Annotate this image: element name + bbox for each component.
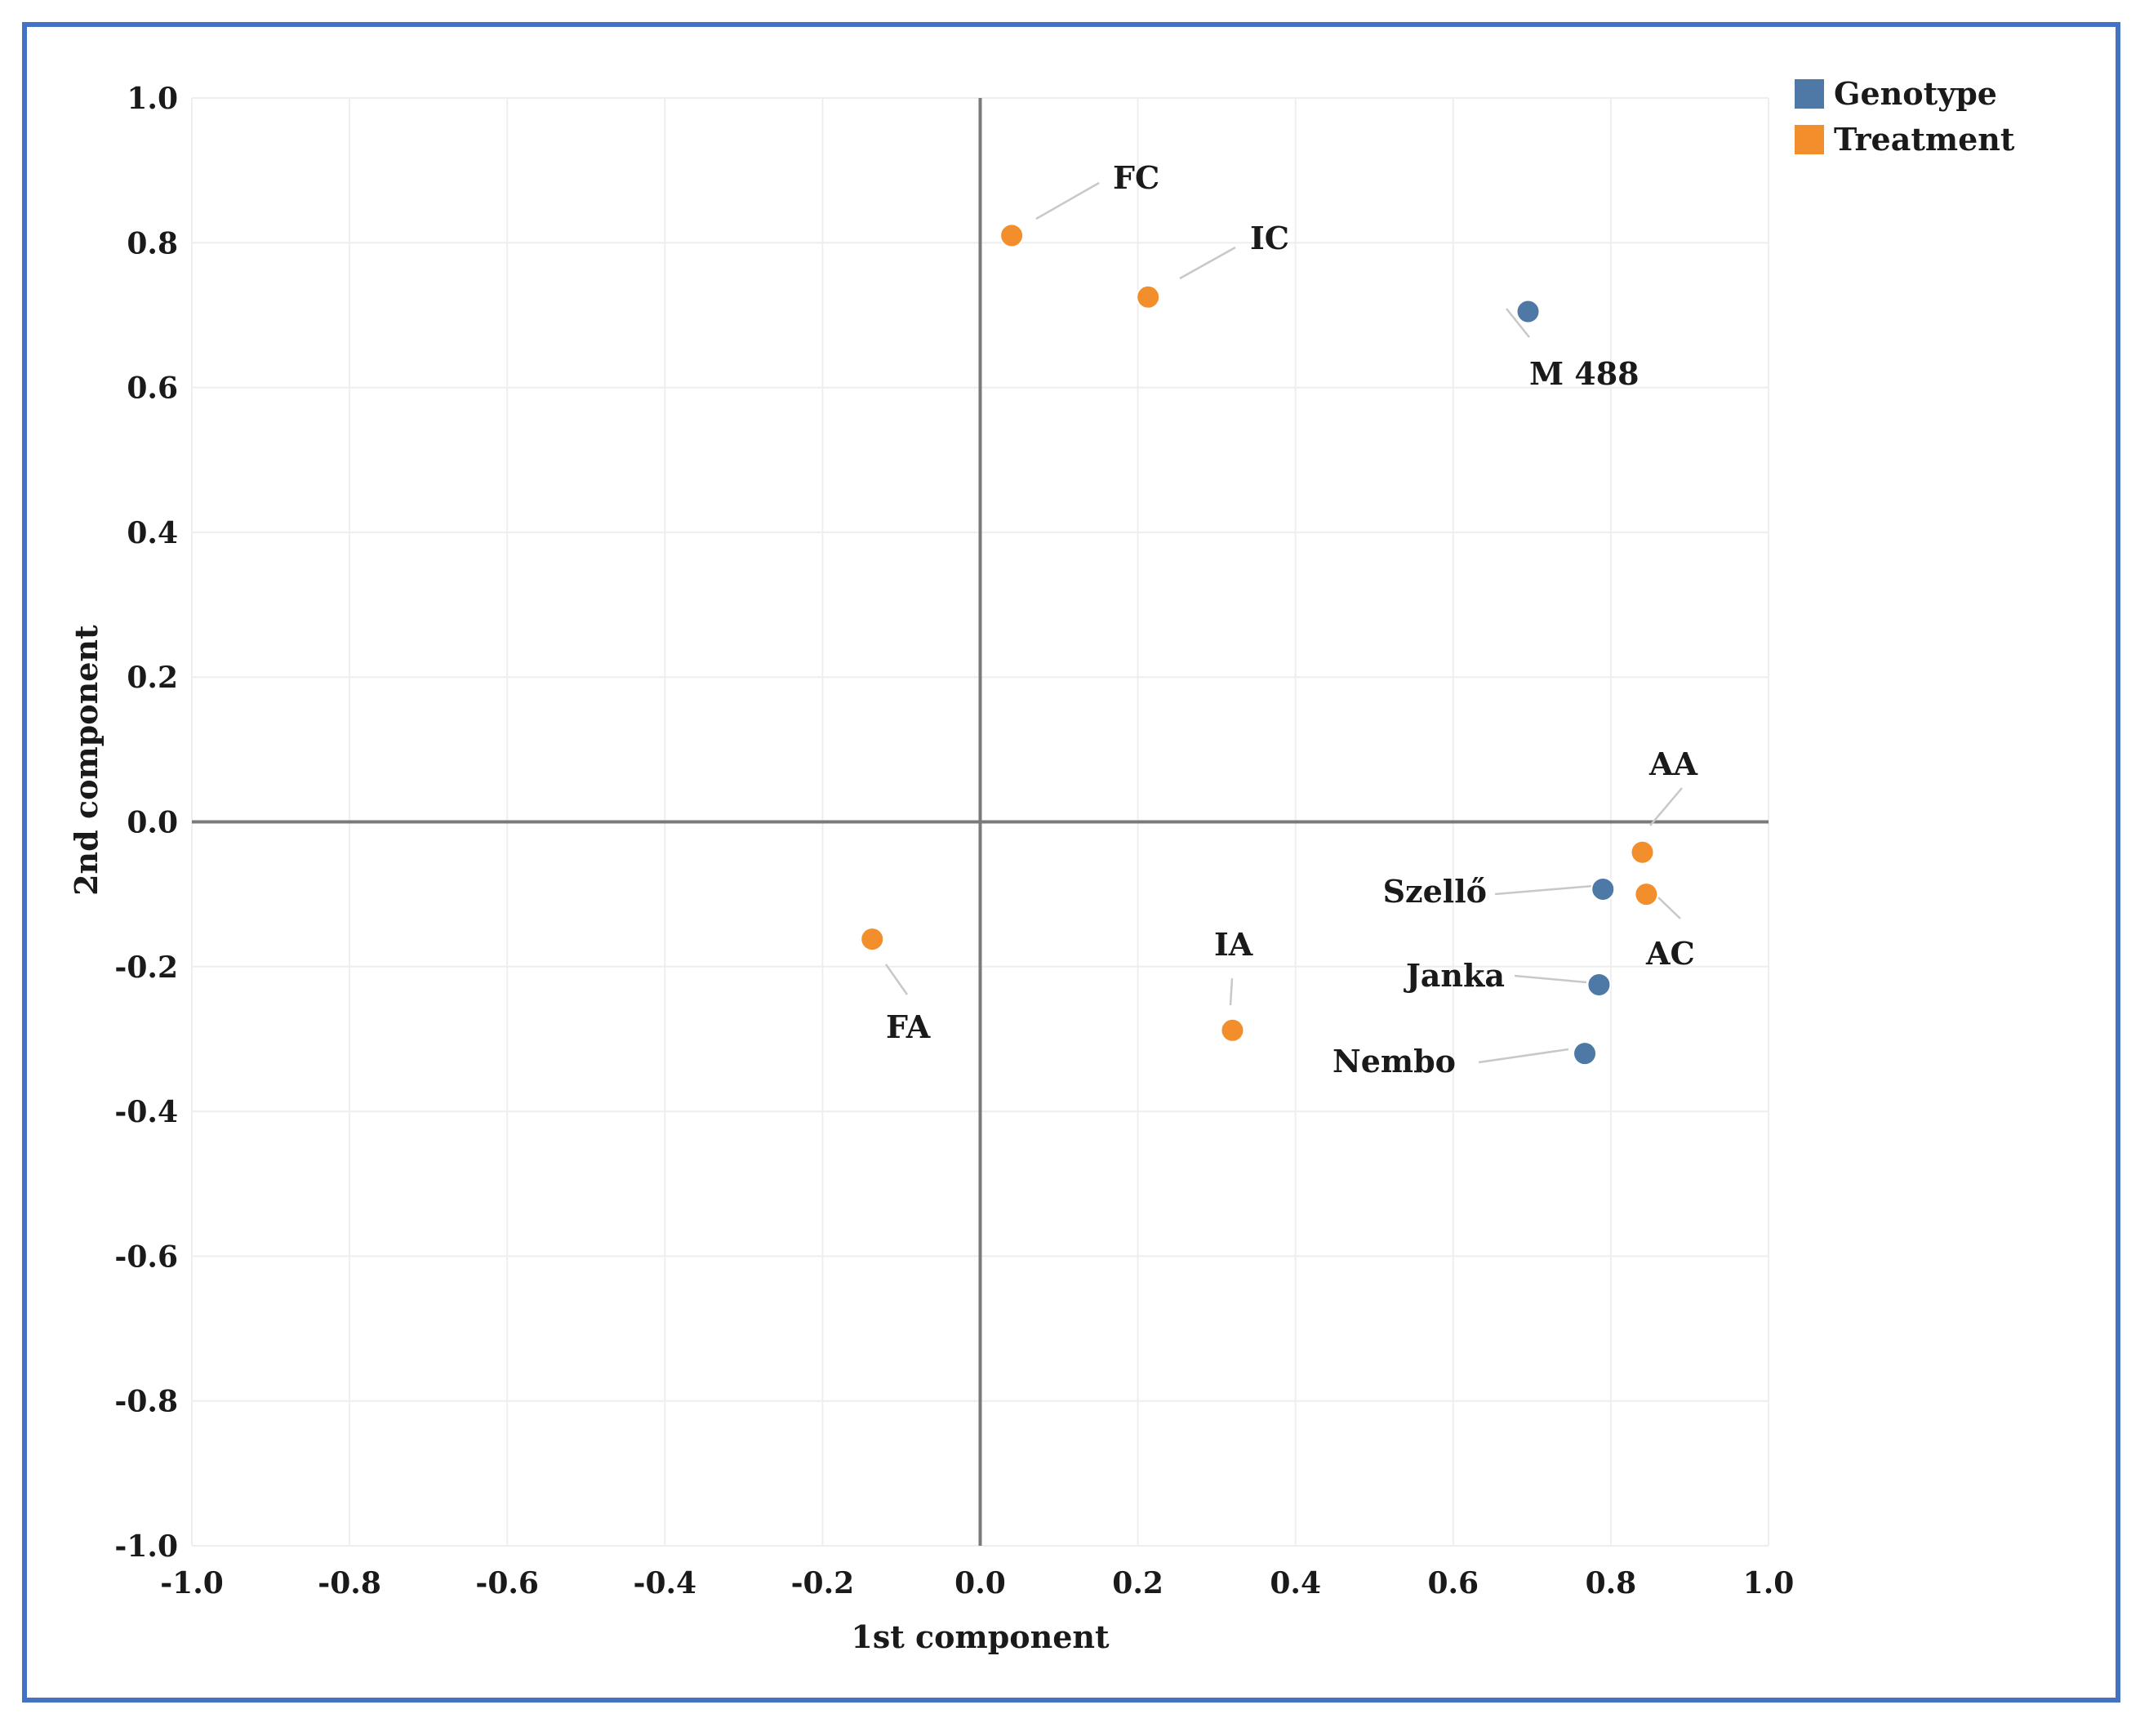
leader-line-m-488 — [1506, 308, 1530, 338]
point-fc — [999, 223, 1025, 248]
leader-line-nembo — [1478, 1048, 1569, 1064]
point-szell- — [1591, 876, 1616, 901]
x-tick-label: 0.8 — [1586, 1566, 1637, 1600]
leader-line-ic — [1179, 246, 1236, 280]
point-m-488 — [1515, 299, 1541, 324]
point-ia — [1220, 1017, 1245, 1043]
x-axis-ticks: -1.0 -0.8 -0.6 -0.4 -0.2 0.0 0.2 0.4 0.6 0.8 1.0 — [160, 1566, 1794, 1600]
x-axis-title: 1st component — [851, 1618, 1110, 1655]
point-label-ia: IA — [1214, 926, 1253, 963]
point-fa — [860, 927, 885, 952]
x-tick-label: 0.2 — [1112, 1566, 1163, 1600]
point-ac — [1634, 882, 1659, 907]
figure-frame: -1.0 -0.8 -0.6 -0.4 -0.2 0.0 0.2 0.4 0.6 0.8 1.0 1… — [22, 22, 2120, 1703]
point-labels: M 488 Szellő Janka Nembo FC IC AA AC FA IA — [886, 159, 1697, 1079]
leader-line-fc — [1035, 181, 1100, 220]
legend: Genotype Treatment — [1795, 75, 2015, 158]
x-tick-label: -1.0 — [160, 1566, 224, 1600]
leader-line-szell- — [1494, 884, 1594, 896]
y-tick-label: 0.2 — [127, 661, 178, 695]
x-tick-label: 0.6 — [1427, 1566, 1479, 1600]
x-tick-label: -0.4 — [634, 1566, 697, 1600]
point-label-ac: AC — [1645, 935, 1695, 972]
leader-line-janka — [1514, 974, 1587, 984]
leader-line-fa — [884, 964, 909, 995]
y-tick-label: -0.8 — [114, 1385, 178, 1419]
y-axis-title: 2nd component — [68, 625, 105, 896]
legend-swatch-treatment — [1795, 125, 1824, 154]
legend-swatch-genotype — [1795, 79, 1824, 109]
point-label-ic: IC — [1250, 220, 1289, 256]
y-tick-label: 0.0 — [127, 806, 178, 840]
leader-line-aa — [1649, 787, 1683, 826]
point-ic — [1136, 284, 1161, 309]
x-tick-label: -0.6 — [475, 1566, 539, 1600]
x-tick-label: -0.2 — [791, 1566, 855, 1600]
y-tick-label: -0.4 — [114, 1095, 178, 1129]
legend-label-genotype: Genotype — [1834, 75, 1997, 112]
y-tick-label: 1.0 — [127, 82, 178, 116]
point-label-janka: Janka — [1404, 957, 1505, 994]
y-tick-label: 0.6 — [127, 372, 178, 406]
point-label-fc: FC — [1113, 159, 1159, 196]
data-points — [860, 223, 1659, 1066]
label-leaders — [884, 181, 1683, 1064]
point-label-m-488: M 488 — [1529, 355, 1640, 392]
y-tick-label: -0.6 — [114, 1240, 178, 1274]
point-label-szell-: Szellő — [1383, 873, 1487, 910]
zero-axes — [192, 98, 1769, 1546]
y-tick-label: 0.4 — [127, 516, 178, 550]
y-tick-label: -1.0 — [114, 1529, 178, 1564]
point-nembo — [1573, 1041, 1598, 1066]
y-tick-label: 0.8 — [127, 226, 178, 260]
point-aa — [1630, 839, 1655, 865]
x-tick-label: -0.8 — [318, 1566, 381, 1600]
x-tick-label: 1.0 — [1743, 1566, 1795, 1600]
point-label-fa: FA — [886, 1008, 931, 1045]
scatter-chart: -1.0 -0.8 -0.6 -0.4 -0.2 0.0 0.2 0.4 0.6 0.8 1.0 1… — [68, 75, 2015, 1655]
legend-label-treatment: Treatment — [1834, 121, 2015, 158]
leader-line-ia — [1229, 977, 1234, 1006]
x-tick-label: 0.4 — [1270, 1566, 1321, 1600]
point-janka — [1586, 972, 1612, 997]
leader-line-ac — [1657, 897, 1681, 919]
x-tick-label: 0.0 — [954, 1566, 1006, 1600]
point-label-nembo: Nembo — [1333, 1043, 1456, 1079]
point-label-aa: AA — [1648, 746, 1697, 782]
y-axis-ticks: 1.0 0.8 0.6 0.4 0.2 0.0 -0.2 -0.4 -0.6 -0.8 -1.0 — [114, 82, 178, 1564]
y-tick-label: -0.2 — [114, 950, 178, 985]
